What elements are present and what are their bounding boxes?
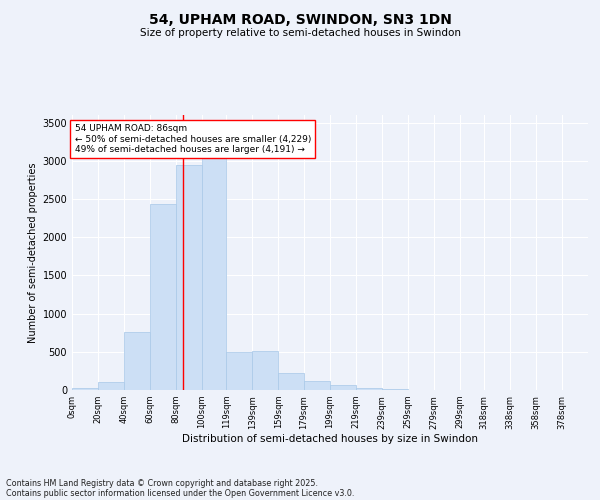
Bar xyxy=(72,388,98,390)
X-axis label: Distribution of semi-detached houses by size in Swindon: Distribution of semi-detached houses by … xyxy=(182,434,478,444)
Text: Contains HM Land Registry data © Crown copyright and database right 2025.: Contains HM Land Registry data © Crown c… xyxy=(6,478,318,488)
Text: 54, UPHAM ROAD, SWINDON, SN3 1DN: 54, UPHAM ROAD, SWINDON, SN3 1DN xyxy=(149,12,451,26)
Text: Contains public sector information licensed under the Open Government Licence v3: Contains public sector information licen… xyxy=(6,488,355,498)
Text: Size of property relative to semi-detached houses in Swindon: Size of property relative to semi-detach… xyxy=(139,28,461,38)
Bar xyxy=(202,144,226,390)
Y-axis label: Number of semi-detached properties: Number of semi-detached properties xyxy=(28,162,38,343)
Bar xyxy=(98,382,124,390)
Bar xyxy=(278,373,304,390)
Bar xyxy=(150,204,176,390)
Bar xyxy=(226,352,252,390)
Text: 54 UPHAM ROAD: 86sqm
← 50% of semi-detached houses are smaller (4,229)
49% of se: 54 UPHAM ROAD: 86sqm ← 50% of semi-detac… xyxy=(74,124,311,154)
Bar xyxy=(304,381,330,390)
Bar xyxy=(176,164,202,390)
Bar xyxy=(252,351,278,390)
Bar xyxy=(330,386,356,390)
Bar xyxy=(124,332,150,390)
Bar xyxy=(356,388,382,390)
